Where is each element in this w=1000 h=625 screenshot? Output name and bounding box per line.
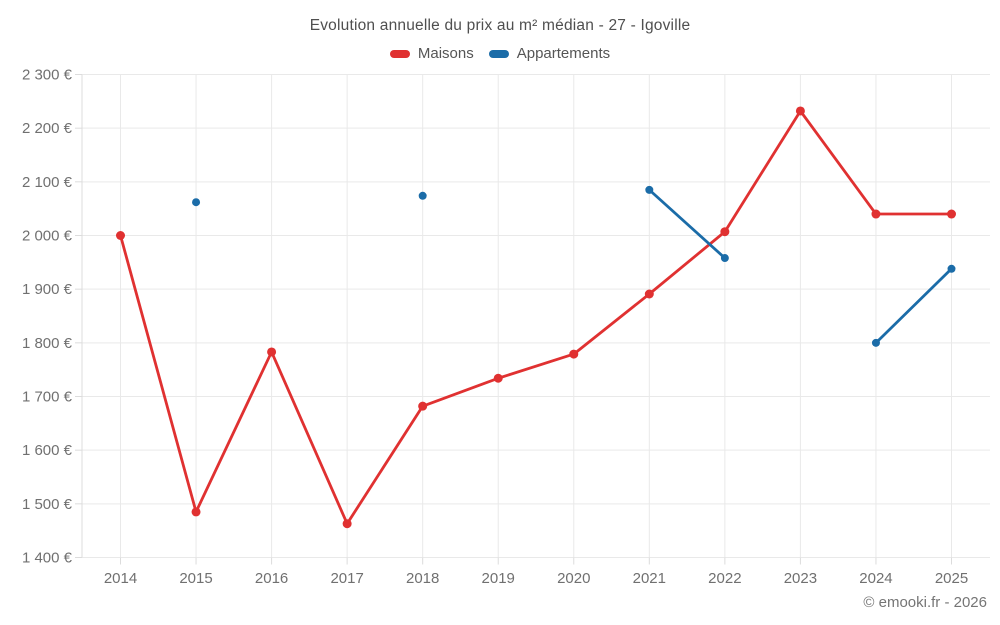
data-point-appartements-2025[interactable] — [947, 264, 956, 273]
x-tick-label: 2016 — [255, 570, 288, 587]
x-tick-label: 2021 — [633, 570, 666, 587]
chart-legend: Maisons Appartements — [0, 45, 1000, 62]
x-tick-label: 2018 — [406, 570, 439, 587]
data-point-maisons-2014[interactable] — [116, 231, 125, 240]
data-point-maisons-2023[interactable] — [795, 106, 805, 116]
x-tick-label: 2020 — [557, 570, 590, 587]
legend-item-appartements[interactable]: Appartements — [488, 45, 611, 62]
x-tick-label: 2015 — [179, 570, 212, 587]
y-tick-label: 2 000 € — [22, 228, 73, 245]
line-appartements — [874, 267, 953, 345]
data-point-maisons-2020[interactable] — [569, 349, 579, 359]
x-tick-label: 2023 — [784, 570, 817, 587]
y-tick-label: 1 800 € — [22, 335, 73, 352]
data-point-maisons-2021[interactable] — [644, 289, 654, 299]
y-tick-label: 2 300 € — [22, 67, 73, 84]
y-tick-label: 1 600 € — [22, 442, 73, 459]
line-maisons — [119, 109, 953, 526]
data-point-maisons-2024[interactable] — [871, 209, 881, 219]
data-point-appartements-2022[interactable] — [720, 254, 729, 263]
y-tick-label: 1 900 € — [22, 281, 73, 298]
y-tick-label: 1 400 € — [22, 550, 73, 567]
x-tick-label: 2017 — [330, 570, 363, 587]
data-point-appartements-2021[interactable] — [645, 185, 654, 194]
data-point-appartements-2015[interactable] — [192, 198, 201, 207]
legend-swatch-appartements — [488, 49, 509, 58]
x-tick-label: 2022 — [708, 570, 741, 587]
y-tick-label: 1 500 € — [22, 496, 73, 513]
y-tick-label: 1 700 € — [22, 389, 73, 406]
data-point-maisons-2015[interactable] — [191, 507, 201, 517]
y-tick-label: 2 200 € — [22, 120, 73, 137]
legend-item-maisons[interactable]: Maisons — [389, 45, 474, 62]
data-point-maisons-2025[interactable] — [947, 209, 956, 219]
x-tick-label: 2024 — [859, 570, 892, 587]
x-tick-label: 2025 — [935, 570, 968, 587]
copyright-footer: © emooki.fr - 2026 — [863, 594, 987, 611]
legend-label: Maisons — [417, 45, 474, 62]
x-tick-label: 2019 — [482, 570, 515, 587]
data-point-maisons-2018[interactable] — [418, 401, 428, 411]
data-point-maisons-2019[interactable] — [493, 373, 503, 383]
line-appartements — [647, 188, 727, 260]
legend-swatch-maisons — [389, 49, 410, 58]
legend-label: Appartements — [516, 45, 611, 62]
x-tick-label: 2014 — [104, 570, 137, 587]
y-tick-label: 2 100 € — [22, 174, 73, 191]
data-point-maisons-2022[interactable] — [720, 227, 730, 237]
data-point-maisons-2017[interactable] — [342, 519, 352, 529]
data-point-appartements-2024[interactable] — [871, 338, 880, 347]
data-point-appartements-2018[interactable] — [418, 191, 427, 200]
data-point-maisons-2016[interactable] — [267, 347, 277, 357]
chart-title: Evolution annuelle du prix au m² médian … — [309, 17, 691, 34]
